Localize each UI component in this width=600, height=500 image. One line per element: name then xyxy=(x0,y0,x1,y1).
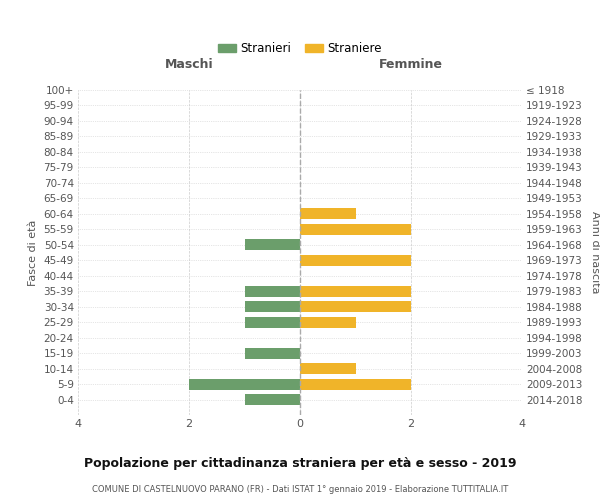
Bar xyxy=(245,302,300,312)
Text: Popolazione per cittadinanza straniera per età e sesso - 2019: Popolazione per cittadinanza straniera p… xyxy=(84,458,516,470)
Bar xyxy=(245,317,300,328)
Bar xyxy=(245,286,300,297)
Bar xyxy=(245,240,300,250)
Bar xyxy=(245,348,300,358)
Bar xyxy=(300,286,411,297)
Bar xyxy=(300,364,355,374)
Bar xyxy=(300,208,355,220)
Y-axis label: Fasce di età: Fasce di età xyxy=(28,220,38,286)
Bar xyxy=(300,317,355,328)
Bar xyxy=(245,394,300,405)
Y-axis label: Anni di nascita: Anni di nascita xyxy=(590,211,600,294)
Bar xyxy=(300,302,411,312)
Bar xyxy=(189,379,300,390)
Legend: Stranieri, Straniere: Stranieri, Straniere xyxy=(213,38,387,60)
Bar xyxy=(300,255,411,266)
Bar xyxy=(300,379,411,390)
Bar xyxy=(300,224,411,235)
Text: Maschi: Maschi xyxy=(164,58,214,71)
Text: COMUNE DI CASTELNUOVO PARANO (FR) - Dati ISTAT 1° gennaio 2019 - Elaborazione TU: COMUNE DI CASTELNUOVO PARANO (FR) - Dati… xyxy=(92,485,508,494)
Text: Femmine: Femmine xyxy=(379,58,443,71)
